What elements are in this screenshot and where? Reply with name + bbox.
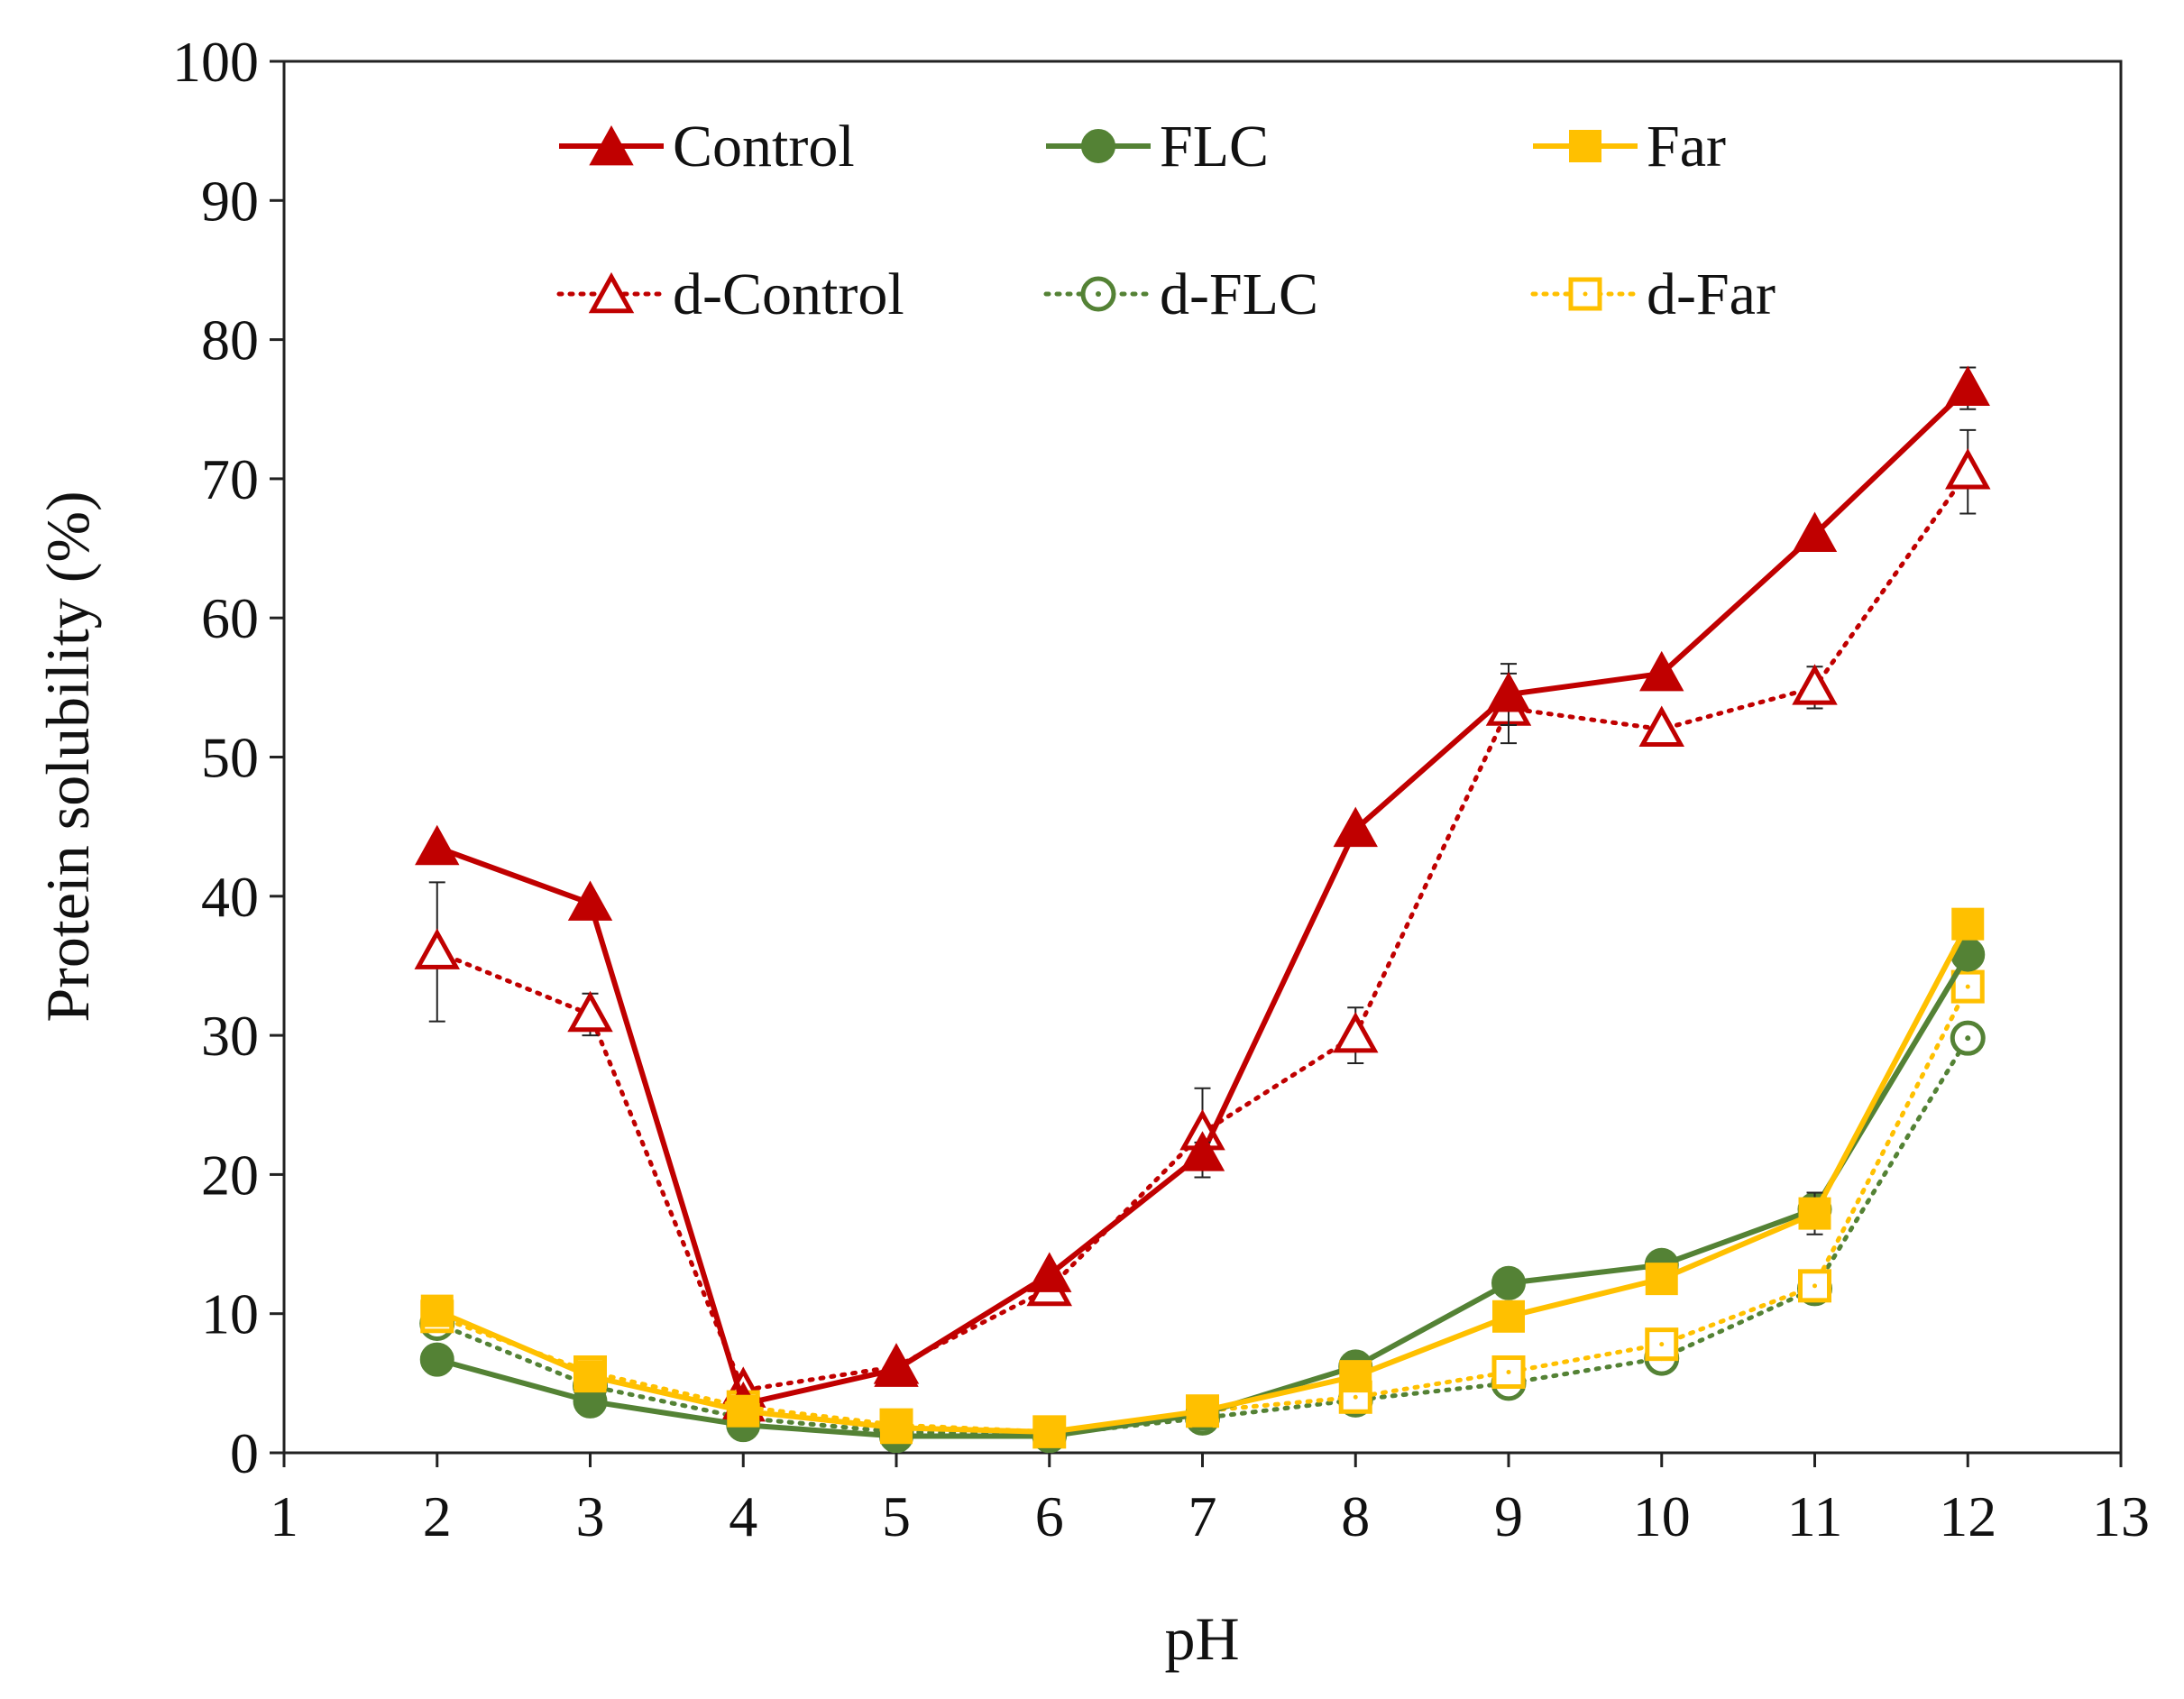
- legend-marker-d-far-center-dot: [1583, 291, 1588, 297]
- data-point-d-far-center-dot: [1659, 1342, 1665, 1347]
- y-tick-label: 10: [201, 1282, 259, 1346]
- data-point-d-far-center-dot: [1965, 984, 1970, 989]
- y-tick-label: 90: [201, 169, 259, 233]
- data-point-far: [1645, 1263, 1678, 1296]
- data-point-control: [1792, 511, 1838, 553]
- series-flc: [419, 937, 1986, 1454]
- data-point-flc: [419, 1342, 454, 1377]
- data-point-d-far-center-dot: [1506, 1370, 1511, 1375]
- x-tick-label: 3: [576, 1484, 605, 1548]
- data-point-far: [420, 1294, 454, 1327]
- x-tick-label: 13: [2092, 1484, 2150, 1548]
- x-tick-label: 12: [1939, 1484, 1996, 1548]
- data-point-far: [727, 1394, 760, 1428]
- data-point-control: [1333, 806, 1378, 848]
- data-point-far: [1492, 1300, 1525, 1333]
- x-tick-label: 5: [882, 1484, 911, 1548]
- legend-item-d-far: d-Far: [1530, 262, 1776, 327]
- data-point-d-control: [1945, 448, 1991, 490]
- x-tick-label: 6: [1035, 1484, 1064, 1548]
- x-tick-label: 4: [729, 1484, 757, 1548]
- series-d-control: [414, 428, 1991, 1408]
- data-point-far: [574, 1360, 607, 1393]
- data-point-control: [1945, 365, 1990, 407]
- legend-label: d-FLC: [1160, 262, 1318, 327]
- legend-label: Control: [673, 114, 855, 179]
- data-point-control: [415, 824, 460, 866]
- data-point-d-far-center-dot: [1812, 1283, 1817, 1289]
- data-point-control: [1027, 1252, 1072, 1292]
- data-point-flc: [1491, 1265, 1526, 1300]
- x-tick-label: 7: [1188, 1484, 1217, 1548]
- data-point-far: [1339, 1360, 1372, 1393]
- series-line-d-control: [435, 469, 1970, 1393]
- y-tick-label: 40: [201, 865, 259, 929]
- data-point-d-control: [1792, 664, 1838, 705]
- legend-marker-flc: [1081, 129, 1115, 163]
- data-point-control: [874, 1346, 919, 1387]
- y-tick-label: 100: [172, 30, 259, 94]
- legend-marker-d-flc-center-dot: [1096, 291, 1101, 297]
- legend-marker-d-control: [588, 271, 635, 314]
- legend-item-d-flc: d-FLC: [1043, 262, 1318, 327]
- series-far: [420, 907, 1985, 1448]
- data-point-d-control: [1638, 705, 1684, 747]
- series-line-d-far: [435, 984, 1970, 1435]
- data-point-control: [1486, 672, 1531, 712]
- series-line-control: [436, 386, 1970, 1407]
- y-tick-label: 30: [201, 1004, 259, 1068]
- data-point-d-control: [567, 990, 613, 1033]
- y-tick-label: 60: [201, 586, 259, 650]
- x-axis-ticks: 1 2 3 4 5 6 7 8 9 10 11 12 13: [270, 1453, 2150, 1548]
- y-tick-label: 20: [201, 1143, 259, 1207]
- x-tick-label: 8: [1341, 1484, 1370, 1548]
- data-point-control: [1179, 1131, 1225, 1171]
- y-tick-label: 80: [201, 308, 259, 372]
- legend-label: d-Far: [1647, 262, 1776, 327]
- y-tick-label: 70: [201, 447, 259, 511]
- series-d-far: [420, 969, 1985, 1449]
- series-line-flc: [436, 953, 1970, 1439]
- legend-item-flc: FLC: [1046, 114, 1269, 179]
- legend-item-far: Far: [1533, 114, 1726, 179]
- data-point-d-far: [1645, 1327, 1679, 1362]
- legend-marker-control: [589, 124, 634, 166]
- data-point-far: [1186, 1394, 1219, 1428]
- legend: Control FLC Far d-Control d-FLC d-Far: [556, 114, 1776, 327]
- y-tick-label: 50: [201, 726, 259, 790]
- legend-label: FLC: [1160, 114, 1269, 179]
- data-point-d-far: [1950, 969, 1985, 1004]
- data-point-control: [567, 880, 613, 921]
- x-tick-label: 1: [270, 1484, 298, 1548]
- x-axis-label: pH: [1164, 1604, 1239, 1673]
- data-point-d-control: [414, 928, 460, 969]
- series-layer: [414, 365, 1991, 1454]
- legend-item-d-control: d-Control: [556, 262, 904, 327]
- y-tick-label: 0: [230, 1421, 259, 1485]
- data-point-control: [1639, 650, 1684, 692]
- y-axis-ticks: 0 10 20 30 40 50 60 70 80 90 100: [172, 30, 284, 1485]
- legend-label: Far: [1647, 114, 1726, 179]
- data-point-far: [880, 1411, 913, 1445]
- x-tick-label: 9: [1494, 1484, 1523, 1548]
- x-tick-label: 2: [423, 1484, 452, 1548]
- y-axis-label: Protein solubility (%): [33, 491, 102, 1022]
- x-tick-label: 10: [1633, 1484, 1691, 1548]
- series-control: [415, 365, 1990, 1422]
- data-point-d-control: [1333, 1011, 1379, 1053]
- data-point-far: [1032, 1415, 1066, 1448]
- data-point-d-far-center-dot: [1353, 1394, 1358, 1400]
- data-point-d-flc-center-dot: [1965, 1035, 1971, 1042]
- x-tick-label: 11: [1787, 1484, 1843, 1548]
- legend-marker-far: [1569, 130, 1601, 162]
- legend-label: d-Control: [673, 262, 904, 327]
- legend-item-control: Control: [559, 114, 855, 179]
- data-point-far: [1951, 907, 1985, 941]
- data-point-far: [1798, 1197, 1831, 1230]
